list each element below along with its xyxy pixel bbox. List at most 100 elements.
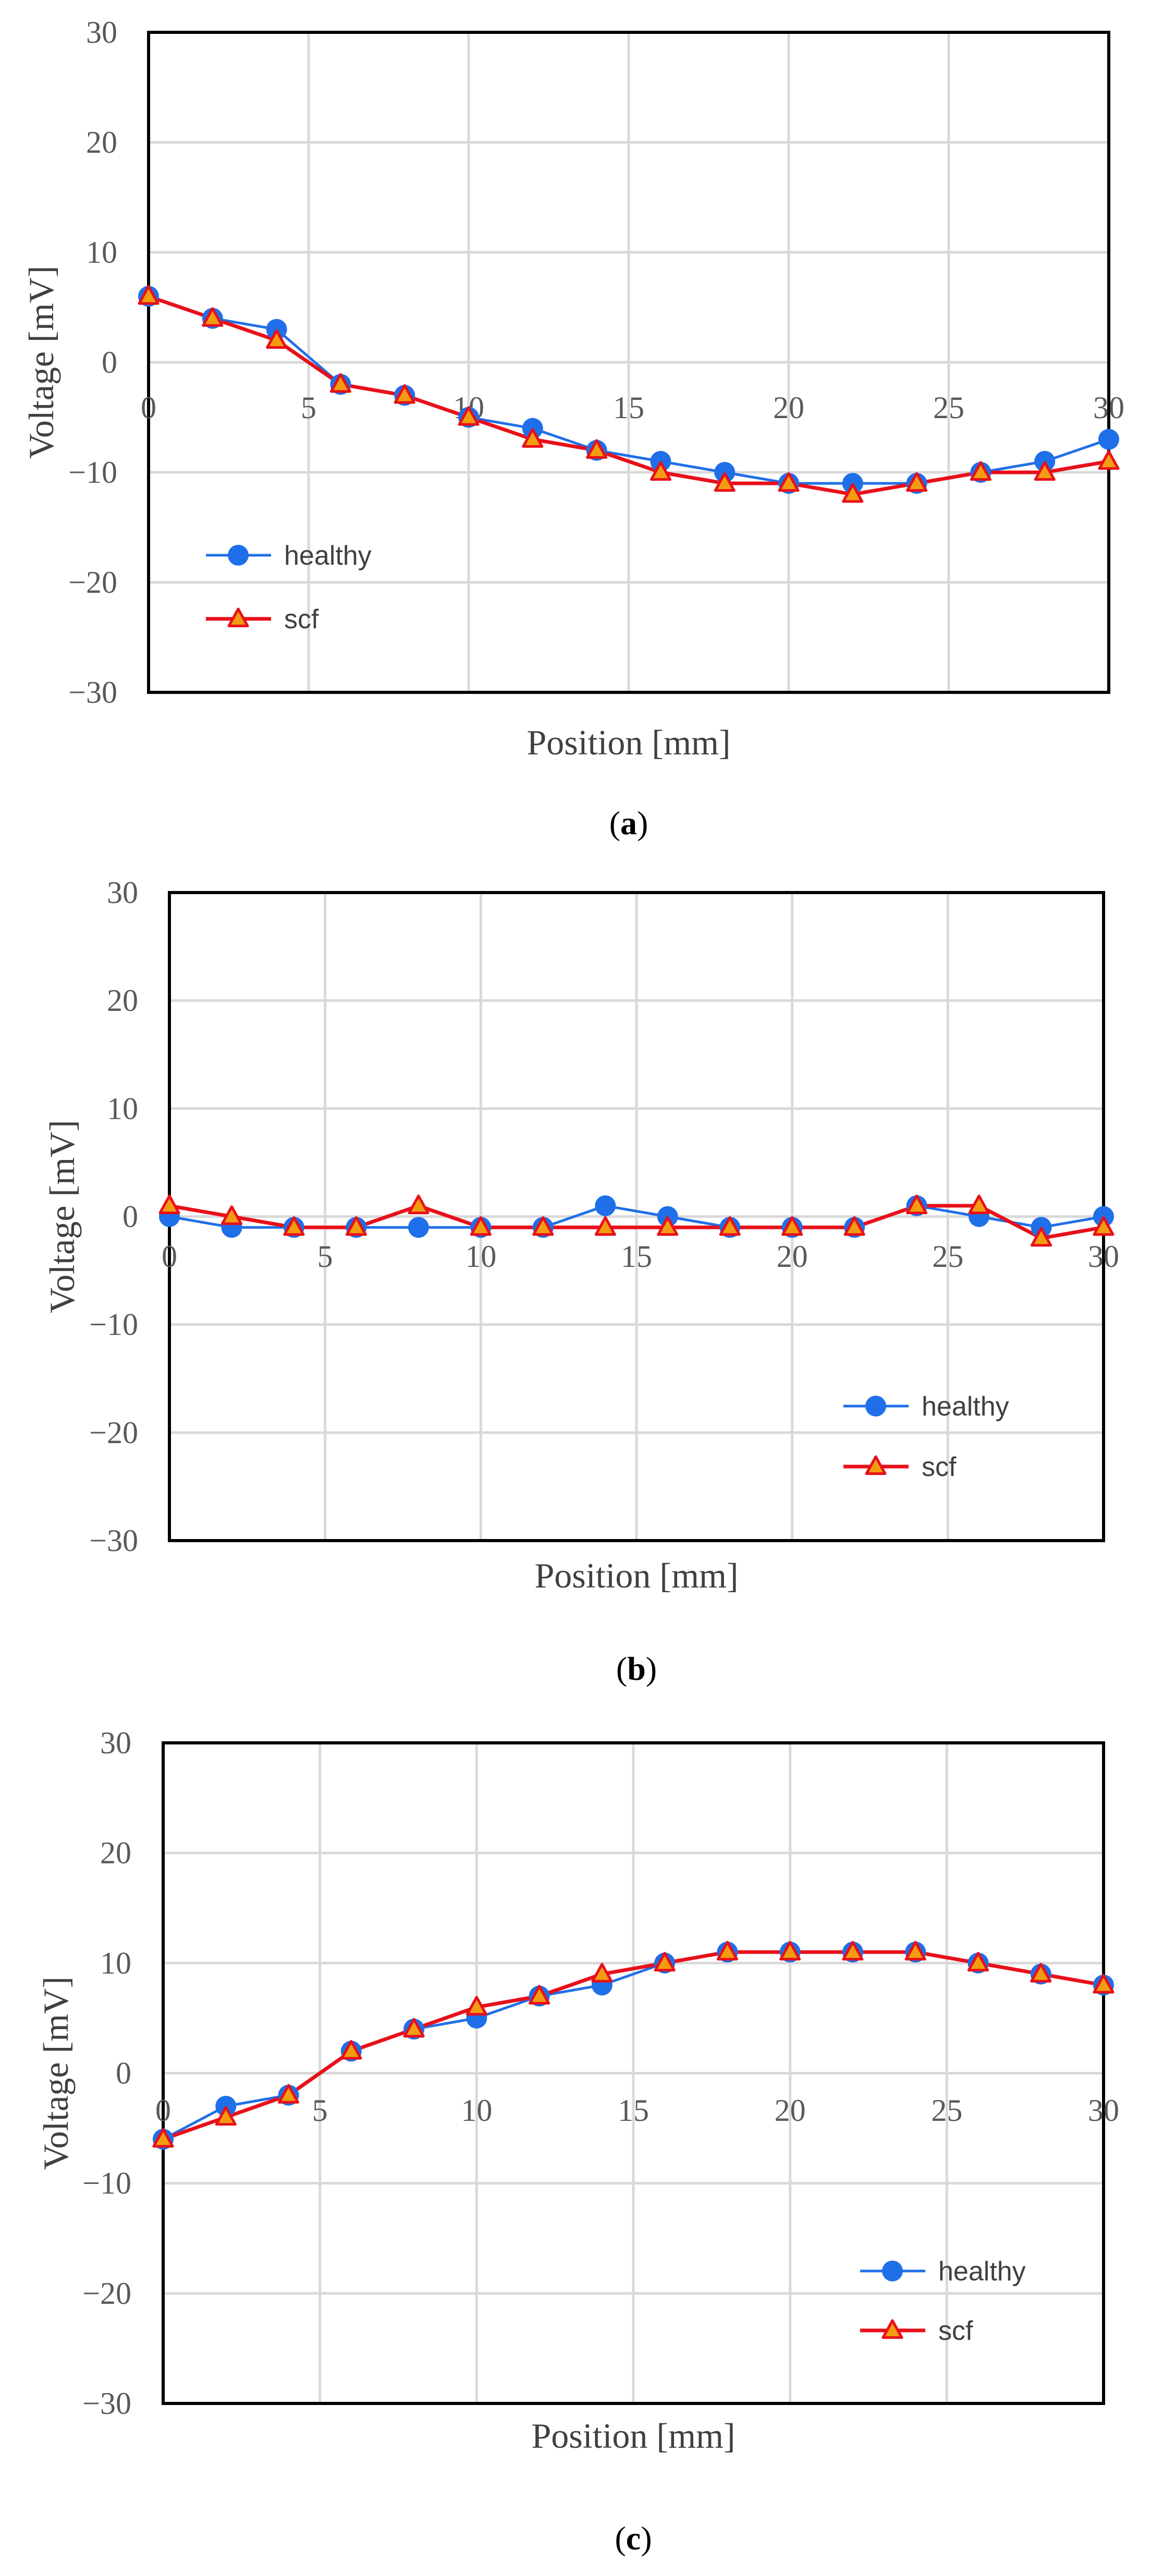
data-point-scf xyxy=(408,1194,430,1214)
legend-marker-healthy xyxy=(865,1396,886,1417)
series-line-scf xyxy=(169,1204,1104,1240)
data-point-scf xyxy=(842,1940,864,1961)
x-tick-label: 20 xyxy=(773,390,804,425)
x-tick-label: 25 xyxy=(931,2093,962,2128)
y-tick-label: −30 xyxy=(89,1523,138,1558)
series-line-scf xyxy=(148,295,1109,496)
data-point-scf xyxy=(778,472,800,492)
data-point-scf xyxy=(657,1216,679,1236)
y-tick-label: −20 xyxy=(82,2276,131,2311)
x-tick-label: 0 xyxy=(162,1239,177,1274)
data-point-scf xyxy=(277,2084,300,2104)
x-axis-title: Position [mm] xyxy=(534,1556,738,1595)
data-point-scf xyxy=(968,1194,990,1214)
data-point-scf xyxy=(1030,1227,1052,1247)
y-tick-label: 10 xyxy=(107,1091,138,1126)
x-tick-label: 15 xyxy=(621,1239,652,1274)
y-tick-label: 30 xyxy=(100,1726,131,1760)
data-point-scf xyxy=(716,1940,738,1961)
data-point-scf xyxy=(470,1216,492,1236)
y-tick-label: 30 xyxy=(107,875,138,910)
x-tick-label: 5 xyxy=(312,2093,328,2128)
plot-area-border xyxy=(162,1741,1105,2405)
y-tick-label: 30 xyxy=(86,15,117,50)
x-tick-label: 20 xyxy=(777,1239,808,1274)
data-point-scf xyxy=(714,472,736,492)
data-point-scf xyxy=(719,1216,741,1236)
y-tick-label: 0 xyxy=(123,1200,138,1234)
data-point-scf xyxy=(779,1940,801,1961)
x-axis-title: Position [mm] xyxy=(531,2416,735,2456)
panel-caption: (a) xyxy=(609,804,648,841)
data-point-scf xyxy=(591,1962,613,1983)
x-tick-label: 15 xyxy=(613,390,644,425)
data-point-scf xyxy=(466,1996,487,2016)
y-axis-title: Voltage [mV] xyxy=(42,1120,82,1313)
data-point-scf xyxy=(215,2106,237,2126)
data-point-scf xyxy=(650,461,671,481)
x-tick-label: 15 xyxy=(618,2093,649,2128)
y-tick-label: 20 xyxy=(100,1836,131,1870)
y-tick-label: 0 xyxy=(102,345,117,380)
y-tick-label: 0 xyxy=(116,2056,131,2091)
legend-label-healthy: healthy xyxy=(938,2256,1026,2287)
y-tick-label: −30 xyxy=(82,2386,131,2421)
legend-marker-scf xyxy=(227,607,249,628)
data-point-scf xyxy=(967,1951,989,1972)
legend: healthy scf xyxy=(860,2256,1026,2346)
data-point-scf xyxy=(594,1216,616,1236)
data-point-scf xyxy=(345,1216,367,1236)
data-point-healthy xyxy=(1098,429,1119,450)
y-tick-label: −10 xyxy=(89,1308,138,1342)
legend-marker-scf xyxy=(865,1455,887,1475)
data-point-scf xyxy=(138,285,160,305)
data-point-scf xyxy=(522,428,544,448)
x-tick-label: 5 xyxy=(317,1239,333,1274)
data-point-scf xyxy=(843,1216,865,1236)
data-point-scf xyxy=(906,472,928,492)
y-tick-label: 20 xyxy=(107,983,138,1018)
x-tick-label: 25 xyxy=(932,1239,963,1274)
x-tick-label: 30 xyxy=(1088,2093,1119,2128)
data-point-scf xyxy=(158,1194,180,1214)
plot-area-border xyxy=(147,31,1110,694)
x-tick-label: 10 xyxy=(465,1239,496,1274)
data-point-scf xyxy=(340,2040,362,2060)
y-tick-label: −30 xyxy=(68,675,117,710)
data-point-healthy xyxy=(408,1217,429,1238)
data-point-scf xyxy=(266,329,288,349)
data-point-scf xyxy=(904,1940,926,1961)
legend-label-scf: scf xyxy=(284,604,319,634)
x-tick-label: 5 xyxy=(301,390,316,425)
data-point-scf xyxy=(458,406,480,426)
y-tick-label: −10 xyxy=(68,455,117,490)
y-axis-title: Voltage [mV] xyxy=(36,1976,76,2170)
data-point-scf xyxy=(532,1216,554,1236)
y-tick-label: −10 xyxy=(82,2166,131,2201)
data-point-scf xyxy=(403,2018,425,2038)
panel-caption: (b) xyxy=(616,1650,657,1687)
data-point-scf xyxy=(906,1194,928,1214)
data-point-healthy xyxy=(595,1195,616,1216)
data-point-scf xyxy=(1034,461,1056,481)
data-point-scf xyxy=(586,439,608,459)
legend-marker-healthy xyxy=(882,2261,903,2281)
legend: healthy scf xyxy=(206,541,372,634)
data-point-scf xyxy=(221,1205,243,1225)
y-tick-label: 10 xyxy=(100,1946,131,1980)
x-tick-label: 30 xyxy=(1093,390,1124,425)
x-tick-label: 30 xyxy=(1088,1239,1119,1274)
legend-marker-scf xyxy=(881,2319,903,2339)
data-point-scf xyxy=(970,461,991,481)
data-point-scf xyxy=(202,307,224,327)
legend-label-healthy: healthy xyxy=(284,541,372,571)
data-point-scf xyxy=(842,483,864,503)
y-tick-label: 20 xyxy=(86,125,117,160)
series-line-scf xyxy=(162,1950,1104,2141)
data-point-scf xyxy=(152,2128,174,2148)
x-tick-label: 10 xyxy=(461,2093,492,2128)
x-tick-label: 0 xyxy=(155,2093,171,2128)
panel-caption: (c) xyxy=(615,2520,652,2557)
